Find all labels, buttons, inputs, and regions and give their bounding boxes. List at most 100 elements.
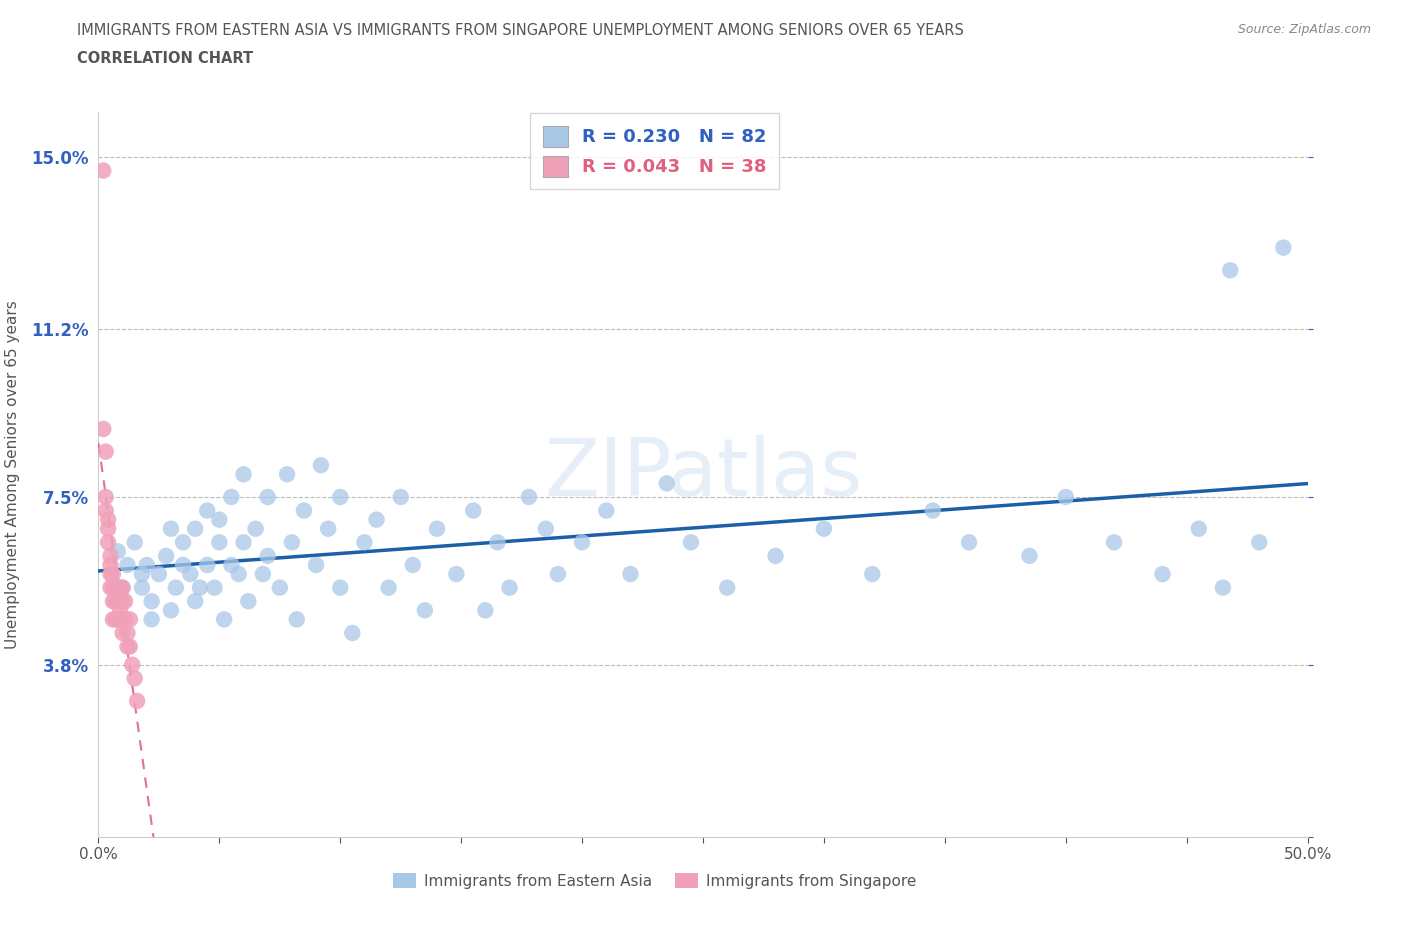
Point [860,566,883,581]
Point [100,580,122,595]
Point [208,535,231,550]
Point [256,549,278,564]
Point [232,467,254,482]
Point [655,476,678,491]
Point [292,503,315,518]
Point [107,544,129,559]
Point [107,594,129,609]
Point [114,594,136,609]
Point [172,535,194,550]
Point [413,603,436,618]
Point [114,612,136,627]
Point [104,612,127,627]
Point [141,594,163,609]
Y-axis label: Unemployment Among Seniors over 65 years: Unemployment Among Seniors over 65 years [6,300,20,649]
Point [921,503,943,518]
Point [342,626,364,641]
Point [366,512,388,527]
Point [172,558,194,573]
Point [208,512,231,527]
Point [595,503,617,518]
Point [534,521,557,536]
Point [111,580,134,595]
Point [619,566,641,581]
Point [155,549,177,564]
Point [91,163,114,178]
Point [111,580,134,595]
Point [100,566,122,581]
Point [195,558,218,573]
Point [131,566,153,581]
Point [402,558,425,573]
Point [957,535,980,550]
Point [121,658,143,672]
Text: CORRELATION CHART: CORRELATION CHART [77,51,253,66]
Point [111,626,134,641]
Point [571,535,593,550]
Point [104,580,127,595]
Point [141,612,163,627]
Point [498,580,520,595]
Point [238,594,260,609]
Point [446,566,468,581]
Point [101,566,124,581]
Point [813,521,835,536]
Point [107,612,129,627]
Point [1219,263,1241,278]
Legend: Immigrants from Eastern Asia, Immigrants from Singapore: Immigrants from Eastern Asia, Immigrants… [387,867,922,895]
Point [91,421,114,436]
Point [117,626,139,641]
Point [117,558,139,573]
Point [124,671,146,685]
Point [111,594,134,609]
Point [517,489,540,504]
Point [160,603,183,618]
Point [329,580,352,595]
Point [269,580,291,595]
Point [212,612,235,627]
Point [135,558,157,573]
Point [389,489,412,504]
Point [252,566,274,581]
Point [101,594,124,609]
Text: ZIPatlas: ZIPatlas [544,435,862,513]
Point [148,566,170,581]
Point [100,549,122,564]
Point [179,566,201,581]
Point [107,580,129,595]
Point [184,521,207,536]
Point [108,603,131,618]
Point [165,580,187,595]
Point [94,445,117,459]
Point [1272,240,1295,255]
Point [188,580,211,595]
Point [101,580,124,595]
Point [117,639,139,654]
Point [204,580,226,595]
Point [316,521,339,536]
Point [281,535,304,550]
Point [111,612,134,627]
Point [1152,566,1174,581]
Point [131,580,153,595]
Point [100,558,122,573]
Text: Source: ZipAtlas.com: Source: ZipAtlas.com [1237,23,1371,36]
Point [353,535,375,550]
Point [184,594,207,609]
Point [108,580,131,595]
Point [160,521,183,536]
Point [426,521,449,536]
Point [256,489,278,504]
Point [377,580,399,595]
Point [124,535,146,550]
Point [97,521,120,536]
Point [97,535,120,550]
Point [221,489,243,504]
Point [1188,521,1211,536]
Point [463,503,485,518]
Point [97,512,120,527]
Point [679,535,702,550]
Point [1102,535,1125,550]
Point [94,503,117,518]
Point [329,489,352,504]
